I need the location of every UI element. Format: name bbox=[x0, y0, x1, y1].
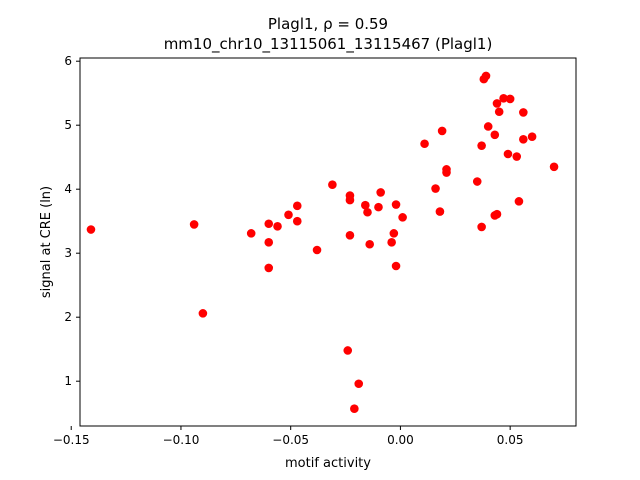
x-tick-label: −0.15 bbox=[53, 433, 90, 447]
data-point bbox=[246, 229, 256, 238]
data-point bbox=[481, 71, 491, 81]
data-point bbox=[492, 209, 502, 219]
data-point bbox=[494, 107, 504, 117]
data-point bbox=[264, 263, 274, 273]
data-point bbox=[273, 222, 282, 231]
y-tick-label: 5 bbox=[64, 118, 72, 132]
data-point bbox=[505, 94, 515, 104]
data-point bbox=[292, 216, 302, 226]
data-point bbox=[512, 152, 522, 161]
y-tick-label: 1 bbox=[64, 374, 72, 388]
data-point bbox=[492, 99, 502, 108]
data-point bbox=[264, 238, 274, 247]
data-point bbox=[499, 94, 508, 103]
y-tick-label: 3 bbox=[64, 246, 72, 260]
data-point bbox=[363, 207, 372, 217]
data-point bbox=[389, 229, 399, 238]
data-point bbox=[472, 177, 482, 186]
data-point bbox=[527, 132, 537, 142]
data-point bbox=[519, 134, 528, 144]
x-axis-ticks: −0.15 −0.10 −0.05 0.00 0.05 bbox=[53, 426, 524, 447]
data-point bbox=[354, 379, 364, 389]
data-point bbox=[477, 222, 486, 232]
y-axis-ticks: 1 2 3 4 5 6 bbox=[64, 54, 80, 388]
y-tick-label: 4 bbox=[64, 182, 72, 196]
data-point bbox=[398, 213, 407, 222]
data-point bbox=[391, 261, 401, 271]
data-point bbox=[376, 188, 385, 197]
data-point bbox=[264, 219, 274, 229]
data-point bbox=[345, 195, 355, 205]
data-point bbox=[477, 141, 486, 150]
x-tick-label: −0.10 bbox=[163, 433, 200, 447]
x-tick-label: −0.05 bbox=[272, 433, 309, 447]
data-point bbox=[350, 404, 359, 414]
y-axis-label: signal at CRE (ln) bbox=[39, 186, 54, 298]
data-point bbox=[189, 220, 199, 229]
data-point bbox=[514, 197, 524, 206]
data-point bbox=[490, 130, 500, 140]
points-layer bbox=[86, 71, 559, 414]
data-point bbox=[328, 180, 337, 190]
data-point bbox=[549, 162, 559, 172]
plot-frame bbox=[79, 57, 577, 427]
data-point bbox=[343, 346, 353, 355]
data-point bbox=[483, 122, 493, 131]
data-point bbox=[86, 225, 96, 234]
chart-title: Plagl1, ρ = 0.59 bbox=[268, 15, 388, 33]
y-tick-label: 6 bbox=[64, 54, 72, 68]
data-point bbox=[387, 238, 396, 247]
data-point bbox=[361, 200, 370, 210]
data-point bbox=[435, 207, 445, 216]
data-point bbox=[442, 165, 451, 174]
data-point bbox=[519, 108, 528, 117]
x-axis-label: motif activity bbox=[285, 456, 371, 471]
data-point bbox=[345, 230, 355, 240]
data-point bbox=[292, 201, 302, 211]
data-point bbox=[198, 309, 208, 318]
data-point bbox=[312, 245, 322, 255]
data-point bbox=[374, 202, 383, 212]
data-point bbox=[431, 184, 440, 193]
data-point bbox=[365, 239, 375, 249]
data-point bbox=[503, 149, 513, 159]
x-tick-label: 0.05 bbox=[497, 433, 524, 447]
x-tick-label: 0.00 bbox=[387, 433, 414, 447]
chart-subtitle: mm10_chr10_13115061_13115467 (Plagl1) bbox=[164, 35, 493, 54]
data-point bbox=[284, 210, 293, 220]
data-point bbox=[420, 139, 429, 149]
data-point bbox=[437, 126, 447, 136]
y-tick-label: 2 bbox=[64, 310, 72, 324]
data-point bbox=[391, 200, 401, 209]
